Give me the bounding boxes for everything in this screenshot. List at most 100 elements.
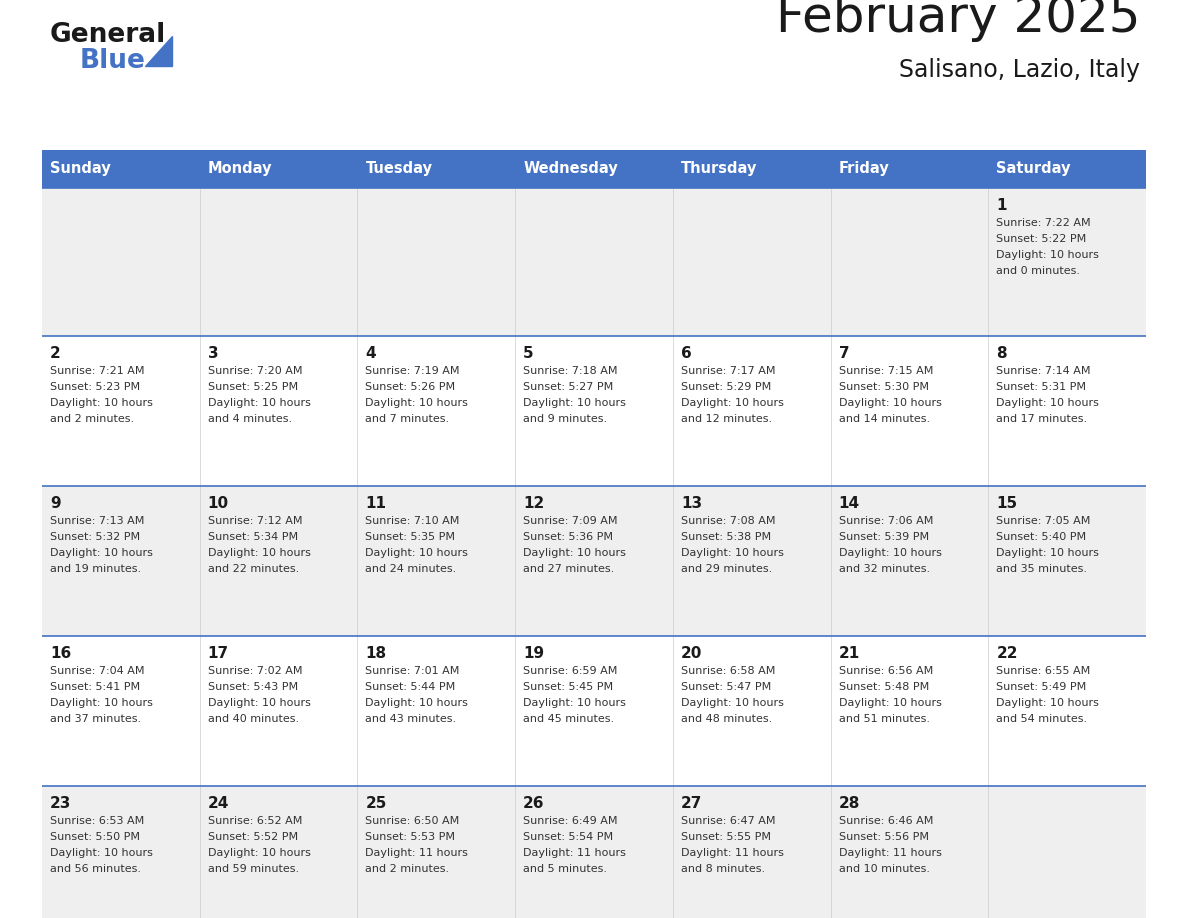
Text: Sunrise: 7:15 AM: Sunrise: 7:15 AM (839, 366, 933, 376)
Text: Sunrise: 7:18 AM: Sunrise: 7:18 AM (523, 366, 618, 376)
Bar (42, 188, 1146, 336)
Text: Sunrise: 7:22 AM: Sunrise: 7:22 AM (997, 218, 1091, 228)
Text: Daylight: 11 hours: Daylight: 11 hours (681, 848, 784, 858)
Text: Daylight: 10 hours: Daylight: 10 hours (523, 398, 626, 408)
Text: 2: 2 (50, 346, 61, 361)
Text: Daylight: 10 hours: Daylight: 10 hours (50, 398, 153, 408)
Text: 10: 10 (208, 496, 229, 511)
Text: 23: 23 (50, 796, 71, 811)
Text: Sunset: 5:44 PM: Sunset: 5:44 PM (366, 682, 456, 692)
Text: and 37 minutes.: and 37 minutes. (50, 714, 141, 724)
Text: Sunset: 5:53 PM: Sunset: 5:53 PM (366, 832, 455, 842)
Text: Sunrise: 7:08 AM: Sunrise: 7:08 AM (681, 516, 776, 526)
Text: Sunset: 5:32 PM: Sunset: 5:32 PM (50, 532, 140, 542)
Text: Sunrise: 6:50 AM: Sunrise: 6:50 AM (366, 816, 460, 826)
Text: Sunrise: 6:55 AM: Sunrise: 6:55 AM (997, 666, 1091, 676)
Text: Sunset: 5:35 PM: Sunset: 5:35 PM (366, 532, 455, 542)
Text: Sunset: 5:52 PM: Sunset: 5:52 PM (208, 832, 298, 842)
Text: Sunrise: 7:10 AM: Sunrise: 7:10 AM (366, 516, 460, 526)
Text: 11: 11 (366, 496, 386, 511)
Bar (42, 636, 1146, 786)
Text: Sunrise: 6:49 AM: Sunrise: 6:49 AM (523, 816, 618, 826)
Text: Sunrise: 7:21 AM: Sunrise: 7:21 AM (50, 366, 145, 376)
Text: 20: 20 (681, 646, 702, 661)
Text: Sunrise: 6:59 AM: Sunrise: 6:59 AM (523, 666, 618, 676)
Text: 8: 8 (997, 346, 1007, 361)
Text: Sunrise: 7:06 AM: Sunrise: 7:06 AM (839, 516, 933, 526)
Text: and 14 minutes.: and 14 minutes. (839, 414, 930, 424)
Text: and 12 minutes.: and 12 minutes. (681, 414, 772, 424)
Text: Daylight: 10 hours: Daylight: 10 hours (997, 548, 1099, 558)
Text: and 29 minutes.: and 29 minutes. (681, 564, 772, 574)
Text: Blue: Blue (80, 48, 146, 74)
Text: Daylight: 10 hours: Daylight: 10 hours (523, 548, 626, 558)
Text: 9: 9 (50, 496, 61, 511)
Text: 16: 16 (50, 646, 71, 661)
Text: Daylight: 10 hours: Daylight: 10 hours (997, 398, 1099, 408)
Bar (42, 336, 1146, 486)
Text: 25: 25 (366, 796, 387, 811)
Text: 12: 12 (523, 496, 544, 511)
Text: Sunset: 5:41 PM: Sunset: 5:41 PM (50, 682, 140, 692)
Text: Sunset: 5:23 PM: Sunset: 5:23 PM (50, 382, 140, 392)
Text: Sunrise: 6:53 AM: Sunrise: 6:53 AM (50, 816, 144, 826)
Text: Daylight: 10 hours: Daylight: 10 hours (681, 398, 784, 408)
Text: Thursday: Thursday (681, 162, 757, 176)
Text: and 5 minutes.: and 5 minutes. (523, 864, 607, 874)
Text: Sunset: 5:38 PM: Sunset: 5:38 PM (681, 532, 771, 542)
Text: Sunrise: 7:02 AM: Sunrise: 7:02 AM (208, 666, 302, 676)
Text: and 8 minutes.: and 8 minutes. (681, 864, 765, 874)
Text: Sunrise: 7:17 AM: Sunrise: 7:17 AM (681, 366, 776, 376)
Text: Daylight: 10 hours: Daylight: 10 hours (208, 698, 310, 708)
Text: Sunrise: 7:05 AM: Sunrise: 7:05 AM (997, 516, 1091, 526)
Text: and 51 minutes.: and 51 minutes. (839, 714, 929, 724)
Text: Sunset: 5:26 PM: Sunset: 5:26 PM (366, 382, 455, 392)
Text: Daylight: 10 hours: Daylight: 10 hours (997, 698, 1099, 708)
Text: and 59 minutes.: and 59 minutes. (208, 864, 299, 874)
Text: and 2 minutes.: and 2 minutes. (50, 414, 134, 424)
Text: and 19 minutes.: and 19 minutes. (50, 564, 141, 574)
Text: 18: 18 (366, 646, 386, 661)
Text: Sunrise: 7:04 AM: Sunrise: 7:04 AM (50, 666, 145, 676)
Text: 24: 24 (208, 796, 229, 811)
Text: 6: 6 (681, 346, 691, 361)
Text: and 54 minutes.: and 54 minutes. (997, 714, 1087, 724)
Text: Wednesday: Wednesday (523, 162, 618, 176)
Text: Sunrise: 7:14 AM: Sunrise: 7:14 AM (997, 366, 1091, 376)
Text: Daylight: 10 hours: Daylight: 10 hours (366, 698, 468, 708)
Text: Sunset: 5:31 PM: Sunset: 5:31 PM (997, 382, 1086, 392)
Text: 21: 21 (839, 646, 860, 661)
Text: Sunset: 5:50 PM: Sunset: 5:50 PM (50, 832, 140, 842)
Text: Sunset: 5:47 PM: Sunset: 5:47 PM (681, 682, 771, 692)
Text: Daylight: 11 hours: Daylight: 11 hours (366, 848, 468, 858)
Text: 28: 28 (839, 796, 860, 811)
Bar (42, 150, 1146, 188)
Text: Monday: Monday (208, 162, 272, 176)
Text: 5: 5 (523, 346, 533, 361)
Text: General: General (50, 22, 166, 48)
Text: and 48 minutes.: and 48 minutes. (681, 714, 772, 724)
Text: 14: 14 (839, 496, 860, 511)
Text: and 35 minutes.: and 35 minutes. (997, 564, 1087, 574)
Text: Sunday: Sunday (50, 162, 110, 176)
Text: and 27 minutes.: and 27 minutes. (523, 564, 614, 574)
Text: Sunset: 5:49 PM: Sunset: 5:49 PM (997, 682, 1087, 692)
Text: Sunrise: 6:56 AM: Sunrise: 6:56 AM (839, 666, 933, 676)
Text: Sunrise: 7:12 AM: Sunrise: 7:12 AM (208, 516, 302, 526)
Text: and 43 minutes.: and 43 minutes. (366, 714, 456, 724)
Text: and 32 minutes.: and 32 minutes. (839, 564, 930, 574)
Text: Daylight: 10 hours: Daylight: 10 hours (208, 548, 310, 558)
Text: Salisano, Lazio, Italy: Salisano, Lazio, Italy (899, 58, 1140, 82)
Text: 7: 7 (839, 346, 849, 361)
Text: Daylight: 10 hours: Daylight: 10 hours (681, 548, 784, 558)
Text: 1: 1 (997, 198, 1006, 213)
Text: Sunset: 5:27 PM: Sunset: 5:27 PM (523, 382, 613, 392)
Text: 3: 3 (208, 346, 219, 361)
Text: Sunset: 5:25 PM: Sunset: 5:25 PM (208, 382, 298, 392)
Text: and 45 minutes.: and 45 minutes. (523, 714, 614, 724)
Text: Sunrise: 6:58 AM: Sunrise: 6:58 AM (681, 666, 776, 676)
Text: Daylight: 10 hours: Daylight: 10 hours (997, 250, 1099, 260)
Text: Saturday: Saturday (997, 162, 1070, 176)
Text: Sunset: 5:45 PM: Sunset: 5:45 PM (523, 682, 613, 692)
Text: 15: 15 (997, 496, 1017, 511)
